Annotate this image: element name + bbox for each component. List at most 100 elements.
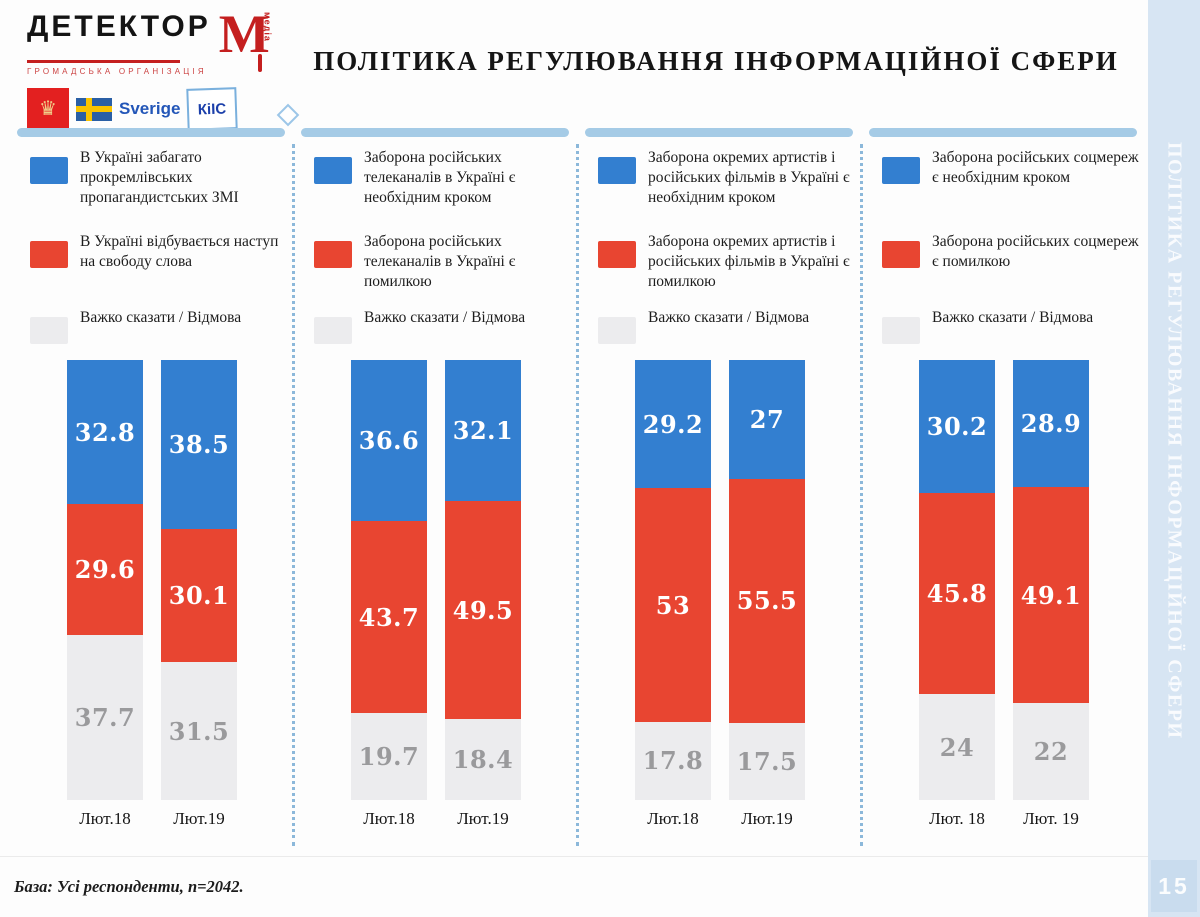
- segment-value: 28.9: [1020, 409, 1082, 439]
- bar-segment: 49.1: [1013, 487, 1089, 704]
- segment-value: 27: [749, 404, 785, 434]
- legend-label: В Україні відбувається наступ на свободу…: [80, 233, 279, 271]
- detector-wordmark: ДЕТЕКТОР: [27, 10, 211, 43]
- legend-swatch-icon: [30, 241, 68, 268]
- bar-segment: 22: [1013, 703, 1089, 800]
- category-label: Лют.19: [741, 809, 793, 828]
- stacked-bar: 27 55.5 17.5: [729, 360, 805, 800]
- legend-label: Важко сказати / Відмова: [648, 309, 810, 326]
- legend-item: Важко сказати / Відмова: [30, 308, 290, 344]
- chart-panel: В Україні забагато прокремлівських пропа…: [10, 128, 294, 846]
- legend: Заборона окремих артистів і російських ф…: [578, 128, 862, 360]
- bar-segment: 17.5: [729, 722, 805, 800]
- legend-label: Важко сказати / Відмова: [364, 309, 526, 326]
- bar-segment: 32.8: [67, 360, 143, 505]
- segment-value: 38.5: [168, 430, 230, 460]
- legend-item: В Україні відбувається наступ на свободу…: [30, 232, 290, 272]
- category-label: Лют. 19: [1023, 809, 1079, 828]
- bar-segment: 38.5: [161, 360, 237, 530]
- segment-value: 49.5: [452, 595, 514, 625]
- stacked-bar: 38.5 30.1 31.5: [161, 360, 237, 801]
- legend-item: Заборона окремих артистів і російських ф…: [598, 232, 858, 292]
- bar-segment: 49.5: [445, 501, 521, 720]
- bar-segment: 30.1: [161, 529, 237, 662]
- legend-swatch-icon: [314, 241, 352, 268]
- legend-label: Важко сказати / Відмова: [80, 309, 242, 326]
- detector-m-letter: М: [218, 4, 270, 64]
- bar-segment: 55.5: [729, 478, 805, 723]
- legend-item: В Україні забагато прокремлівських пропа…: [30, 148, 290, 208]
- legend-swatch-icon: [882, 157, 920, 184]
- category-label: Лют.18: [79, 809, 131, 828]
- partner-logos: ♛ Sverige КіІС: [27, 87, 272, 132]
- bar-segment: 27: [729, 360, 805, 479]
- x-axis-labels: Лют.18 Лют.19: [10, 809, 294, 829]
- bar-segment: 18.4: [445, 719, 521, 800]
- stacked-bar: 32.1 49.5 18.4: [445, 360, 521, 800]
- legend-swatch-icon: [598, 157, 636, 184]
- bar-segment: 31.5: [161, 661, 237, 801]
- legend-swatch-icon: [30, 317, 68, 344]
- legend-swatch-icon: [598, 317, 636, 344]
- category-label: Лют.19: [173, 809, 225, 828]
- segment-value: 22: [1033, 737, 1069, 767]
- denmark-flag-icon: ♛: [27, 88, 69, 131]
- segment-value: 24: [939, 732, 975, 762]
- chart-panels: В Україні забагато прокремлівських пропа…: [10, 128, 1146, 846]
- panel-accent-bar: [585, 128, 853, 137]
- segment-value: 53: [655, 590, 691, 620]
- legend-swatch-icon: [314, 157, 352, 184]
- legend-item: Заборона російських соцмереж є необхідни…: [882, 148, 1142, 188]
- sidebar-vertical-title: ПОЛІТИКА РЕГУЛЮВАННЯ ІНФОРМАЦІЙНОЇ СФЕРИ: [1163, 142, 1186, 740]
- legend-swatch-icon: [314, 317, 352, 344]
- segment-value: 29.6: [74, 554, 136, 584]
- stacked-bar: 36.6 43.7 19.7: [351, 360, 427, 800]
- segment-value: 49.1: [1020, 580, 1082, 610]
- segment-value: 45.8: [926, 579, 988, 609]
- footer-divider: [0, 856, 1148, 857]
- diamond-pointer-icon: [276, 103, 300, 127]
- segment-value: 31.5: [168, 716, 230, 746]
- legend-label: Важко сказати / Відмова: [932, 309, 1094, 326]
- legend-swatch-icon: [882, 317, 920, 344]
- bar-segment: 30.2: [919, 360, 995, 493]
- bars: 30.2 45.8 24 28.9 49.1 22: [862, 360, 1146, 800]
- page-number: 15: [1151, 860, 1197, 912]
- legend-swatch-icon: [30, 157, 68, 184]
- bar-segment: 43.7: [351, 521, 427, 714]
- sweden-cross-horizontal: [76, 106, 112, 113]
- legend-item: Заборона російських телеканалів в Україн…: [314, 148, 574, 208]
- right-sidebar: ПОЛІТИКА РЕГУЛЮВАННЯ ІНФОРМАЦІЙНОЇ СФЕРИ…: [1148, 0, 1200, 917]
- panel-accent-bar: [301, 128, 569, 137]
- category-label: Лют. 18: [929, 809, 985, 828]
- legend-label: Заборона окремих артистів і російських ф…: [648, 233, 850, 291]
- x-axis-labels: Лют. 18 Лют. 19: [862, 809, 1146, 829]
- legend-swatch-icon: [598, 241, 636, 268]
- legend-item: Важко сказати / Відмова: [882, 308, 1142, 344]
- segment-value: 32.1: [452, 416, 514, 446]
- kiis-logo: КіІС: [186, 87, 239, 132]
- segment-value: 17.8: [642, 746, 704, 776]
- stacked-bar: 29.2 53 17.8: [635, 360, 711, 800]
- x-axis-labels: Лют.18 Лют.19: [294, 809, 578, 829]
- sweden-flag-icon: [76, 97, 112, 121]
- bar-segment: 24: [919, 694, 995, 800]
- legend: В Україні забагато прокремлівських пропа…: [10, 128, 294, 360]
- segment-value: 29.2: [642, 409, 704, 439]
- chart-panel: Заборона російських телеканалів в Україн…: [292, 128, 578, 846]
- org-subtitle: ГРОМАДСЬКА ОРГАНІЗАЦІЯ: [27, 67, 207, 77]
- segment-value: 19.7: [358, 742, 420, 772]
- bars: 29.2 53 17.8 27 55.5 17.5: [578, 360, 862, 800]
- legend-label: Заборона російських телеканалів в Україн…: [364, 149, 516, 207]
- stacked-bar: 30.2 45.8 24: [919, 360, 995, 800]
- category-label: Лют.19: [457, 809, 509, 828]
- legend-item: Заборона окремих артистів і російських ф…: [598, 148, 858, 208]
- base-note: База: Усі респонденти, n=2042.: [14, 877, 244, 896]
- segment-value: 18.4: [452, 745, 514, 774]
- legend-item: Заборона російських телеканалів в Україн…: [314, 232, 574, 292]
- legend-label: Заборона російських телеканалів в Україн…: [364, 233, 516, 291]
- logo-underline: [27, 60, 180, 64]
- legend-label: Заборона окремих артистів і російських ф…: [648, 149, 850, 207]
- bar-segment: 37.7: [67, 634, 143, 801]
